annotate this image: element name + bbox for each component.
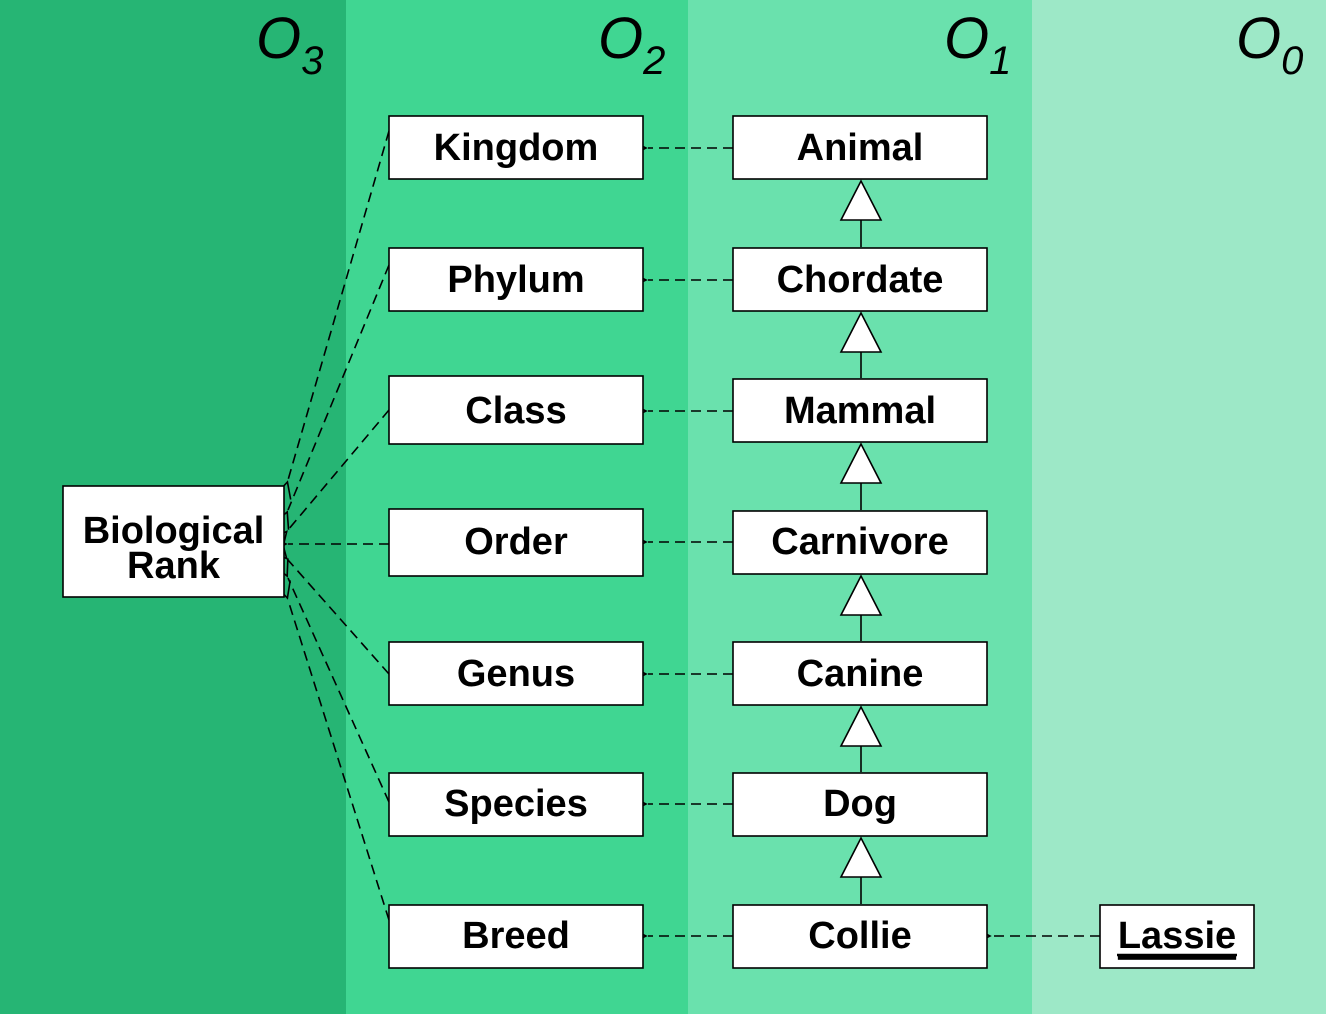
instance-of-arrow-genus (269, 541, 390, 675)
generalization-carnivore-mammal (839, 442, 883, 510)
taxon-box-chordate: Chordate (732, 247, 988, 312)
taxon-box-collie: Collie (732, 904, 988, 969)
rank-box-kingdom: Kingdom (388, 115, 644, 180)
generalization-collie-dog (839, 836, 883, 904)
rank-box-breed: Breed (388, 904, 644, 969)
rank-box-phylum: Phylum (388, 247, 644, 312)
rank-boxes: Kingdom Phylum Class Order Genus Species… (388, 115, 644, 969)
rank-label: Order (464, 521, 568, 563)
instance-of-arrow-breed (274, 580, 390, 921)
instance-label: Lassie (1118, 915, 1236, 957)
rank-label: Kingdom (434, 127, 599, 169)
taxon-box-carnivore: Carnivore (732, 510, 988, 575)
metaclass-line2: Rank (127, 545, 221, 587)
taxon-label: Canine (797, 653, 924, 695)
metaclass-biological-rank: Biological Rank (62, 485, 285, 598)
instance-of-arrow-class (269, 409, 390, 550)
level-label-o3: O3 (256, 6, 323, 83)
generalization-connectors (839, 179, 883, 904)
rank-box-genus: Genus (388, 641, 644, 706)
taxon-label: Dog (823, 783, 897, 825)
taxon-box-mammal: Mammal (732, 378, 988, 443)
rank-label: Genus (457, 653, 575, 695)
generalization-dog-canine (839, 705, 883, 772)
level-label-o0: O0 (1236, 6, 1303, 83)
taxon-box-dog: Dog (732, 772, 988, 837)
taxon-label: Carnivore (771, 521, 948, 563)
taxon-label: Chordate (777, 259, 944, 301)
rank-box-order: Order (388, 508, 644, 577)
rank-label: Class (465, 390, 566, 432)
generalization-mammal-chordate (839, 311, 883, 378)
level-label-o2: O2 (598, 6, 665, 83)
generalization-canine-carnivore (839, 574, 883, 641)
rank-to-metaclass-arrows (269, 130, 390, 921)
rank-label: Breed (462, 915, 570, 957)
taxon-to-rank-arrows (629, 139, 1100, 945)
rank-label: Species (444, 783, 588, 825)
instance-of-arrow-phylum (273, 264, 390, 530)
instance-of-arrow-species (272, 558, 390, 803)
taxon-label: Collie (808, 915, 911, 957)
taxon-box-animal: Animal (732, 115, 988, 180)
taxon-box-canine: Canine (732, 641, 988, 706)
rank-label: Phylum (447, 259, 584, 301)
generalization-chordate-animal (839, 179, 883, 247)
taxon-label: Animal (797, 127, 924, 169)
rank-box-species: Species (388, 772, 644, 837)
level-label-o1: O1 (944, 6, 1011, 83)
taxon-label: Mammal (784, 390, 936, 432)
instance-box-lassie: Lassie (1099, 904, 1255, 969)
instance-of-arrow-kingdom (274, 130, 390, 500)
metaclass-line1: Biological (83, 510, 265, 552)
rank-box-class: Class (388, 375, 644, 445)
taxon-boxes: Animal Chordate Mammal Carnivore Canine … (732, 115, 988, 969)
level-band-o0 (1032, 0, 1326, 1014)
